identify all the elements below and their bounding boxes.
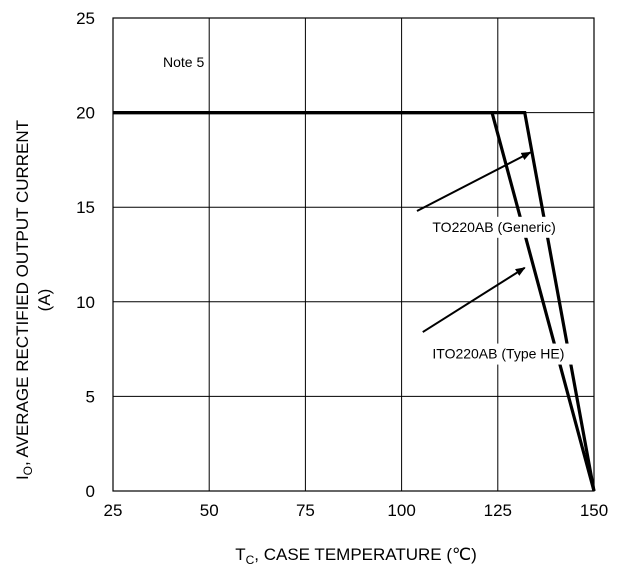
y-axis-title-line2: (A) bbox=[35, 289, 54, 312]
plot-frame bbox=[112, 17, 595, 492]
annotation-bg bbox=[428, 343, 579, 365]
grid bbox=[112, 17, 595, 492]
annotations: Note 5 TO220AB (Generic) ITO220AB (Type HE… bbox=[163, 54, 579, 365]
y-axis-title-line1: IO, AVERAGE RECTIFIED OUTPUT CURRENT bbox=[13, 120, 35, 480]
annotation-label-3: ITO220AB (Type HE) bbox=[432, 346, 564, 362]
x-tick-label: 50 bbox=[200, 501, 219, 520]
x-tick-label: 25 bbox=[104, 501, 123, 520]
annotation-label-1: Note 5 bbox=[163, 54, 204, 70]
x-tick-label: 125 bbox=[484, 501, 512, 520]
x-axis-title: TC, CASE TEMPERATURE (℃) bbox=[235, 545, 477, 567]
x-tick-label: 75 bbox=[296, 501, 315, 520]
y-tick-label: 0 bbox=[86, 482, 95, 501]
series-group bbox=[113, 110, 596, 492]
annotation-arrow-3 bbox=[422, 266, 526, 333]
y-tick-label: 25 bbox=[76, 9, 95, 28]
y-tick-label: 20 bbox=[76, 104, 95, 123]
tick-labels: 25 50 75 100 125 150 0 5 10 15 20 25 bbox=[76, 9, 608, 520]
y-tick-label: 10 bbox=[76, 293, 95, 312]
annotation-label-2: TO220AB (Generic) bbox=[432, 219, 555, 235]
y-tick-label: 15 bbox=[76, 198, 95, 217]
series-line-2 bbox=[113, 110, 596, 492]
x-tick-label: 150 bbox=[580, 501, 608, 520]
y-tick-label: 5 bbox=[86, 387, 95, 406]
annotation-arrow-2 bbox=[416, 151, 532, 212]
annotation-bg bbox=[428, 216, 571, 238]
x-tick-label: 100 bbox=[387, 501, 415, 520]
